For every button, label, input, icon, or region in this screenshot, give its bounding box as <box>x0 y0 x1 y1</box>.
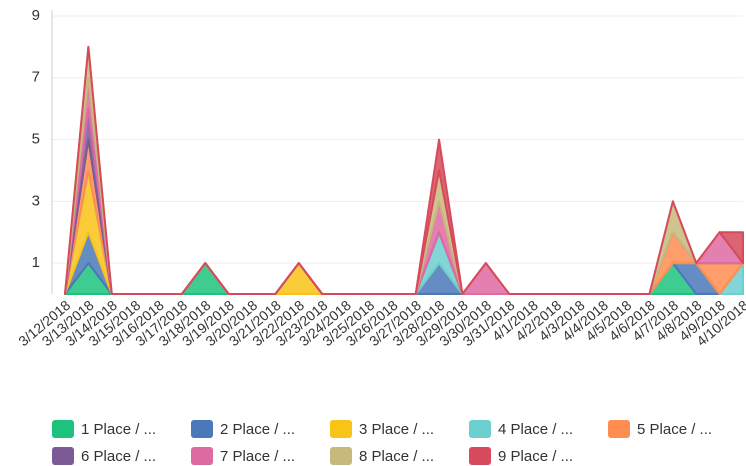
legend-swatch <box>469 447 491 465</box>
legend-label: 9 Place / ... <box>498 448 573 465</box>
area <box>64 45 744 295</box>
area <box>64 45 744 295</box>
legend-swatch <box>330 447 352 465</box>
y-tick-label: 7 <box>32 69 40 86</box>
y-tick-label: 3 <box>32 192 40 209</box>
legend-swatch <box>330 420 352 438</box>
legend-label: 7 Place / ... <box>220 448 295 465</box>
area <box>64 138 744 295</box>
legend-label: 8 Place / ... <box>359 448 434 465</box>
legend-swatch <box>191 447 213 465</box>
legend-swatch <box>52 420 74 438</box>
area <box>64 169 744 295</box>
legend-label: 3 Place / ... <box>359 421 434 438</box>
legend-label: 1 Place / ... <box>81 421 156 438</box>
legend-swatch <box>191 420 213 438</box>
legend-swatch <box>469 420 491 438</box>
area <box>64 262 744 295</box>
legend-label: 5 Place / ... <box>637 421 712 438</box>
area <box>64 169 744 295</box>
legend-swatch <box>52 447 74 465</box>
legend-label: 6 Place / ... <box>81 448 156 465</box>
legend-swatch <box>608 420 630 438</box>
y-tick-label: 1 <box>32 254 40 271</box>
y-tick-label: 5 <box>32 131 40 148</box>
legend-label: 4 Place / ... <box>498 421 573 438</box>
area <box>64 76 744 295</box>
y-tick-label: 9 <box>32 7 40 24</box>
legend-label: 2 Place / ... <box>220 421 295 438</box>
